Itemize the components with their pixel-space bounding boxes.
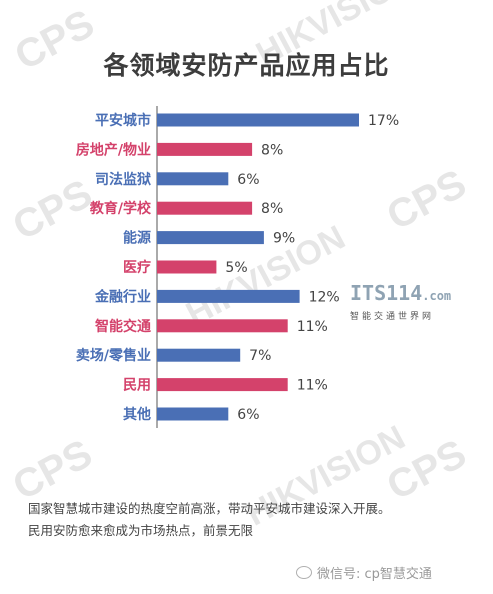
bar xyxy=(157,201,253,215)
bar xyxy=(157,289,300,303)
value-label: 6% xyxy=(237,172,259,188)
category-label: 卖场/零售业 xyxy=(76,347,151,364)
category-label: 民用 xyxy=(123,378,151,394)
bar xyxy=(157,113,359,127)
value-label: 11% xyxy=(297,319,328,335)
value-label: 11% xyxy=(297,378,328,394)
category-label: 平安城市 xyxy=(95,112,151,129)
category-label: 智能交通 xyxy=(94,318,151,335)
value-label: 8% xyxy=(261,201,283,217)
wechat-icon xyxy=(296,566,312,579)
category-label: 其他 xyxy=(123,406,151,423)
value-label: 17% xyxy=(368,113,399,129)
value-label: 9% xyxy=(273,231,295,247)
logo-domain-text: .com xyxy=(422,289,452,303)
category-label: 医疗 xyxy=(123,259,151,276)
wechat-id-text: 微信号: cp智慧交通 xyxy=(317,567,432,582)
value-label: 5% xyxy=(225,260,247,276)
caption-line-1: 国家智慧城市建设的热度空前高涨，带动平安城市建设深入开展。 xyxy=(28,501,391,516)
value-label: 7% xyxy=(249,348,271,364)
bar xyxy=(157,378,288,392)
bar xyxy=(157,348,241,362)
value-label: 12% xyxy=(309,289,340,305)
category-label: 房地产/物业 xyxy=(76,141,151,158)
logo-subtitle: 智能交通世界网 xyxy=(350,312,435,322)
bar xyxy=(157,319,288,333)
logo-main-text: ITS114 xyxy=(350,281,423,305)
bar xyxy=(157,231,264,245)
wechat-id: 微信号: cp智慧交通 xyxy=(296,563,432,582)
bar xyxy=(157,142,253,156)
caption-line-2: 民用安防愈来愈成为市场热点，前景无限 xyxy=(28,523,254,538)
chart-title: 各领域安防产品应用占比 xyxy=(103,51,390,80)
bar xyxy=(157,260,217,274)
category-label: 司法监狱 xyxy=(95,171,151,188)
chart-caption: 国家智慧城市建设的热度空前高涨，带动平安城市建设深入开展。 民用安防愈来愈成为市… xyxy=(28,498,473,542)
bar xyxy=(157,407,229,421)
category-label: 能源 xyxy=(123,230,151,247)
bar-chart: 平安城市 17% 房地产/物业 8% 司法监狱 6% 教育/学校 8% 能源 9% 医疗 5% 金融行业… xyxy=(76,106,399,428)
value-label: 8% xyxy=(261,142,283,158)
category-label: 教育/学校 xyxy=(90,200,152,217)
its114-logo: ITS114.com 智能交通世界网 xyxy=(350,282,468,322)
category-label: 金融行业 xyxy=(94,288,151,305)
bar xyxy=(157,172,229,186)
value-label: 6% xyxy=(237,407,259,423)
